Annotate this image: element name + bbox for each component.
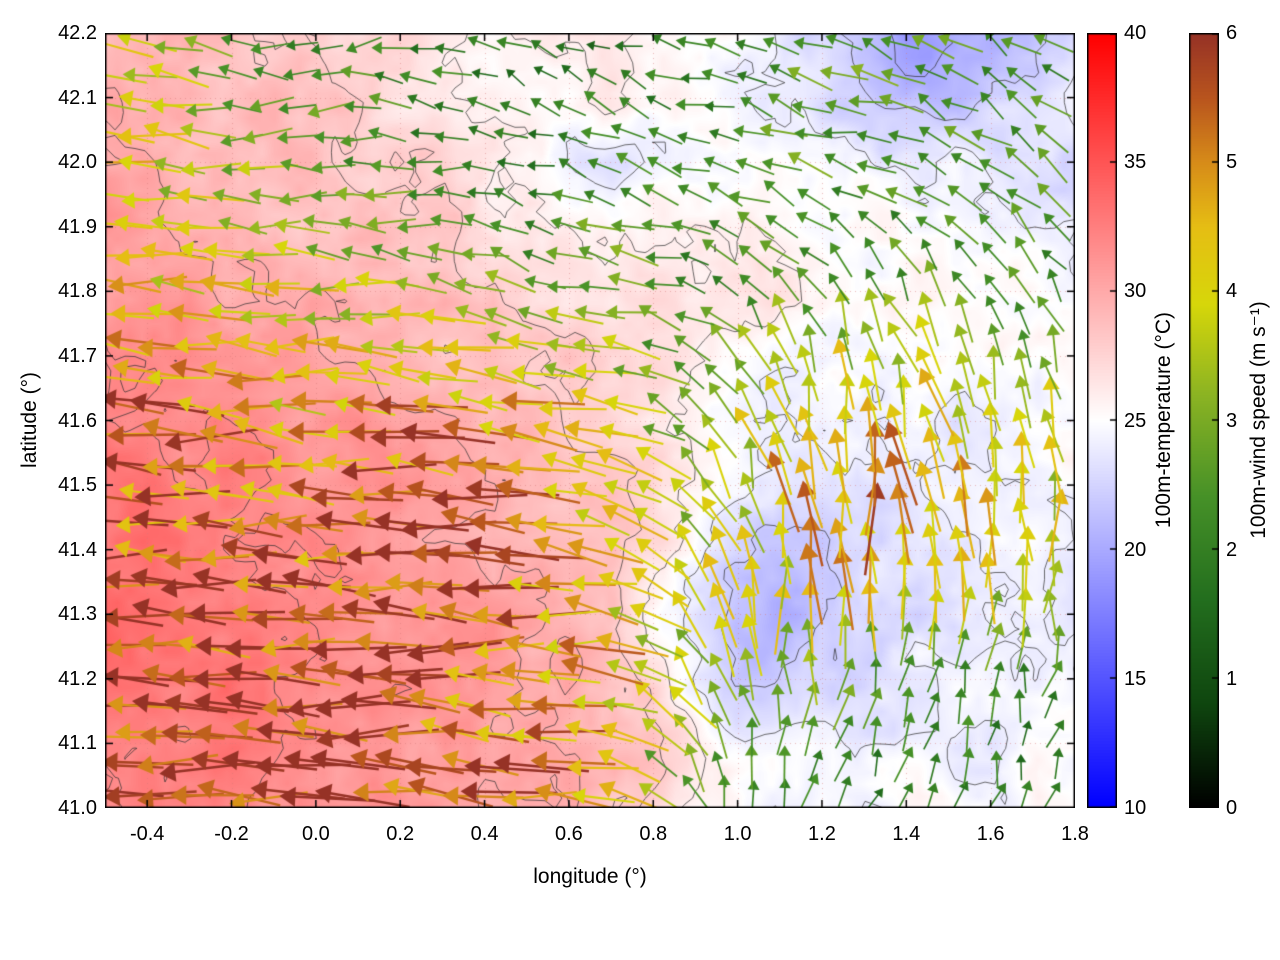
- x-tick-label: 1.2: [808, 823, 836, 845]
- x-tick-label: 1.0: [723, 823, 752, 845]
- y-tick-label: 41.6: [58, 409, 97, 432]
- wind-colorbar-tick-label: 4: [1226, 280, 1238, 303]
- x-tick-label: 1.8: [1061, 823, 1089, 845]
- wind-speed-colorbar: [1189, 33, 1219, 808]
- x-tick-label: 1.6: [976, 823, 1005, 845]
- y-tick-label: 41.8: [58, 280, 97, 303]
- temperature-colorbar-tick-label: 20: [1124, 538, 1147, 561]
- y-tick-label: 41.4: [58, 538, 97, 561]
- y-tick-label: 41.1: [58, 732, 97, 755]
- y-tick-label: 41.7: [58, 344, 97, 367]
- temperature-colorbar-tick-label: 10: [1124, 797, 1147, 819]
- y-tick-label: 41.9: [58, 215, 97, 238]
- temperature-colorbar-tick-label: 15: [1124, 667, 1147, 690]
- y-tick-label: 42.2: [58, 22, 97, 44]
- temperature-colorbar-tick-label: 25: [1124, 409, 1147, 432]
- x-axis-label: longitude (°): [533, 865, 647, 888]
- y-tick-label: 41.5: [58, 474, 97, 497]
- wind-colorbar-tick-label: 6: [1226, 22, 1238, 44]
- y-tick-label: 41.2: [58, 667, 97, 690]
- x-tick-label: 0.2: [386, 823, 415, 845]
- x-tick-label: -0.2: [214, 823, 249, 845]
- y-tick-label: 42.1: [58, 86, 97, 109]
- x-tick-label: 0.6: [555, 823, 583, 845]
- wind-colorbar-tick-label: 2: [1226, 538, 1238, 561]
- x-tick-label: 0.8: [639, 823, 668, 845]
- x-tick-label: 1.4: [892, 823, 921, 845]
- wind-colorbar-tick-label: 1: [1226, 667, 1238, 690]
- y-tick-label: 42.0: [58, 151, 97, 174]
- x-tick-label: 0.4: [470, 823, 499, 845]
- temperature-wind-map-canvas: [105, 33, 1075, 808]
- temperature-colorbar-tick-label: 35: [1124, 151, 1147, 174]
- y-tick-label: 41.3: [58, 603, 97, 626]
- y-tick-label: 41.0: [58, 797, 97, 819]
- wind-colorbar-tick-label: 3: [1226, 409, 1238, 432]
- x-tick-label: -0.4: [129, 823, 165, 845]
- temperature-colorbar-tick-label: 40: [1124, 22, 1147, 44]
- temperature-colorbar: [1087, 33, 1117, 808]
- temperature-colorbar-tick-label: 30: [1124, 280, 1147, 303]
- x-tick-label: 0.0: [301, 823, 330, 845]
- wind-colorbar-tick-label: 5: [1226, 151, 1238, 174]
- wind-colorbar-tick-label: 0: [1226, 797, 1238, 819]
